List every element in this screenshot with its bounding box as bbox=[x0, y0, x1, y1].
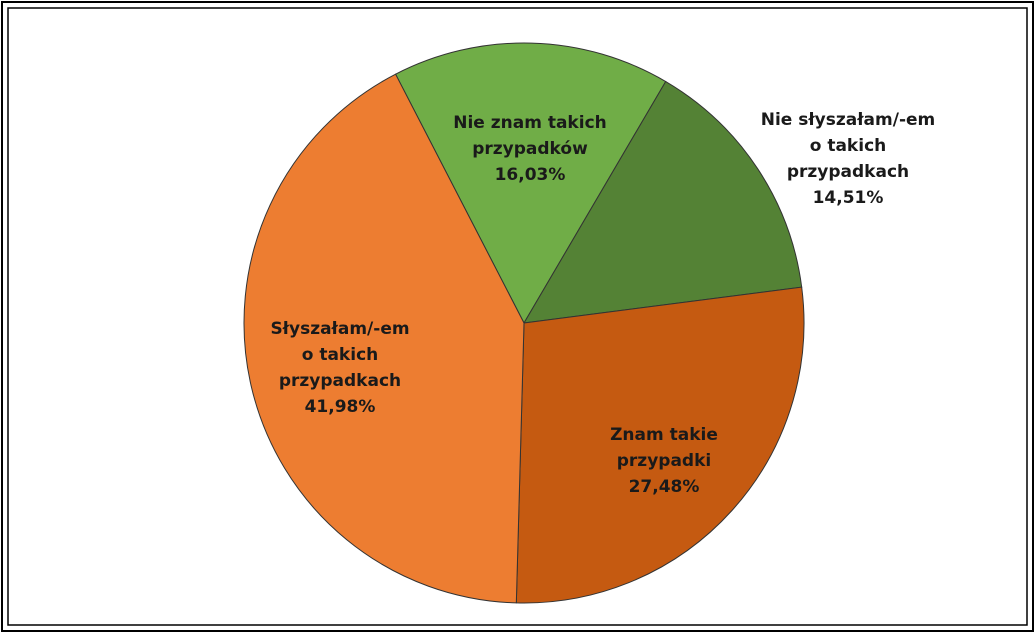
value-label: 27,48% bbox=[629, 477, 700, 497]
inner-frame bbox=[7, 7, 1028, 626]
pie-slice bbox=[394, 42, 667, 325]
slice-label: Słyszałam/-em o takich przypadkach 41,98% bbox=[270, 319, 409, 417]
category-label: Nie znam takich bbox=[453, 113, 607, 133]
category-label: Znam takie bbox=[610, 425, 718, 445]
category-label: przypadkach bbox=[279, 371, 401, 391]
pie-slice bbox=[523, 80, 803, 324]
slice-label: Nie znam takich przypadków 16,03% bbox=[453, 113, 607, 185]
value-label: 41,98% bbox=[305, 397, 376, 417]
category-label: przypadków bbox=[472, 139, 588, 159]
category-label: o takich bbox=[302, 345, 379, 365]
value-label: 14,51% bbox=[813, 188, 884, 208]
category-label: przypadkach bbox=[787, 162, 909, 182]
slice-label: Znam takie przypadki 27,48% bbox=[610, 425, 718, 497]
category-label: Słyszałam/-em bbox=[270, 319, 409, 339]
pie-slice bbox=[515, 286, 805, 604]
value-label: 16,03% bbox=[495, 165, 566, 185]
pie-slice bbox=[243, 73, 525, 604]
category-label: przypadki bbox=[617, 451, 711, 471]
category-label: o takich bbox=[810, 136, 887, 156]
category-label: Nie słyszałam/-em bbox=[761, 110, 936, 130]
slice-label: Nie słyszałam/-em o takich przypadkach 14,5… bbox=[761, 110, 936, 208]
pie: Nie znam takich przypadków 16,03% Nie słysz… bbox=[243, 42, 936, 604]
